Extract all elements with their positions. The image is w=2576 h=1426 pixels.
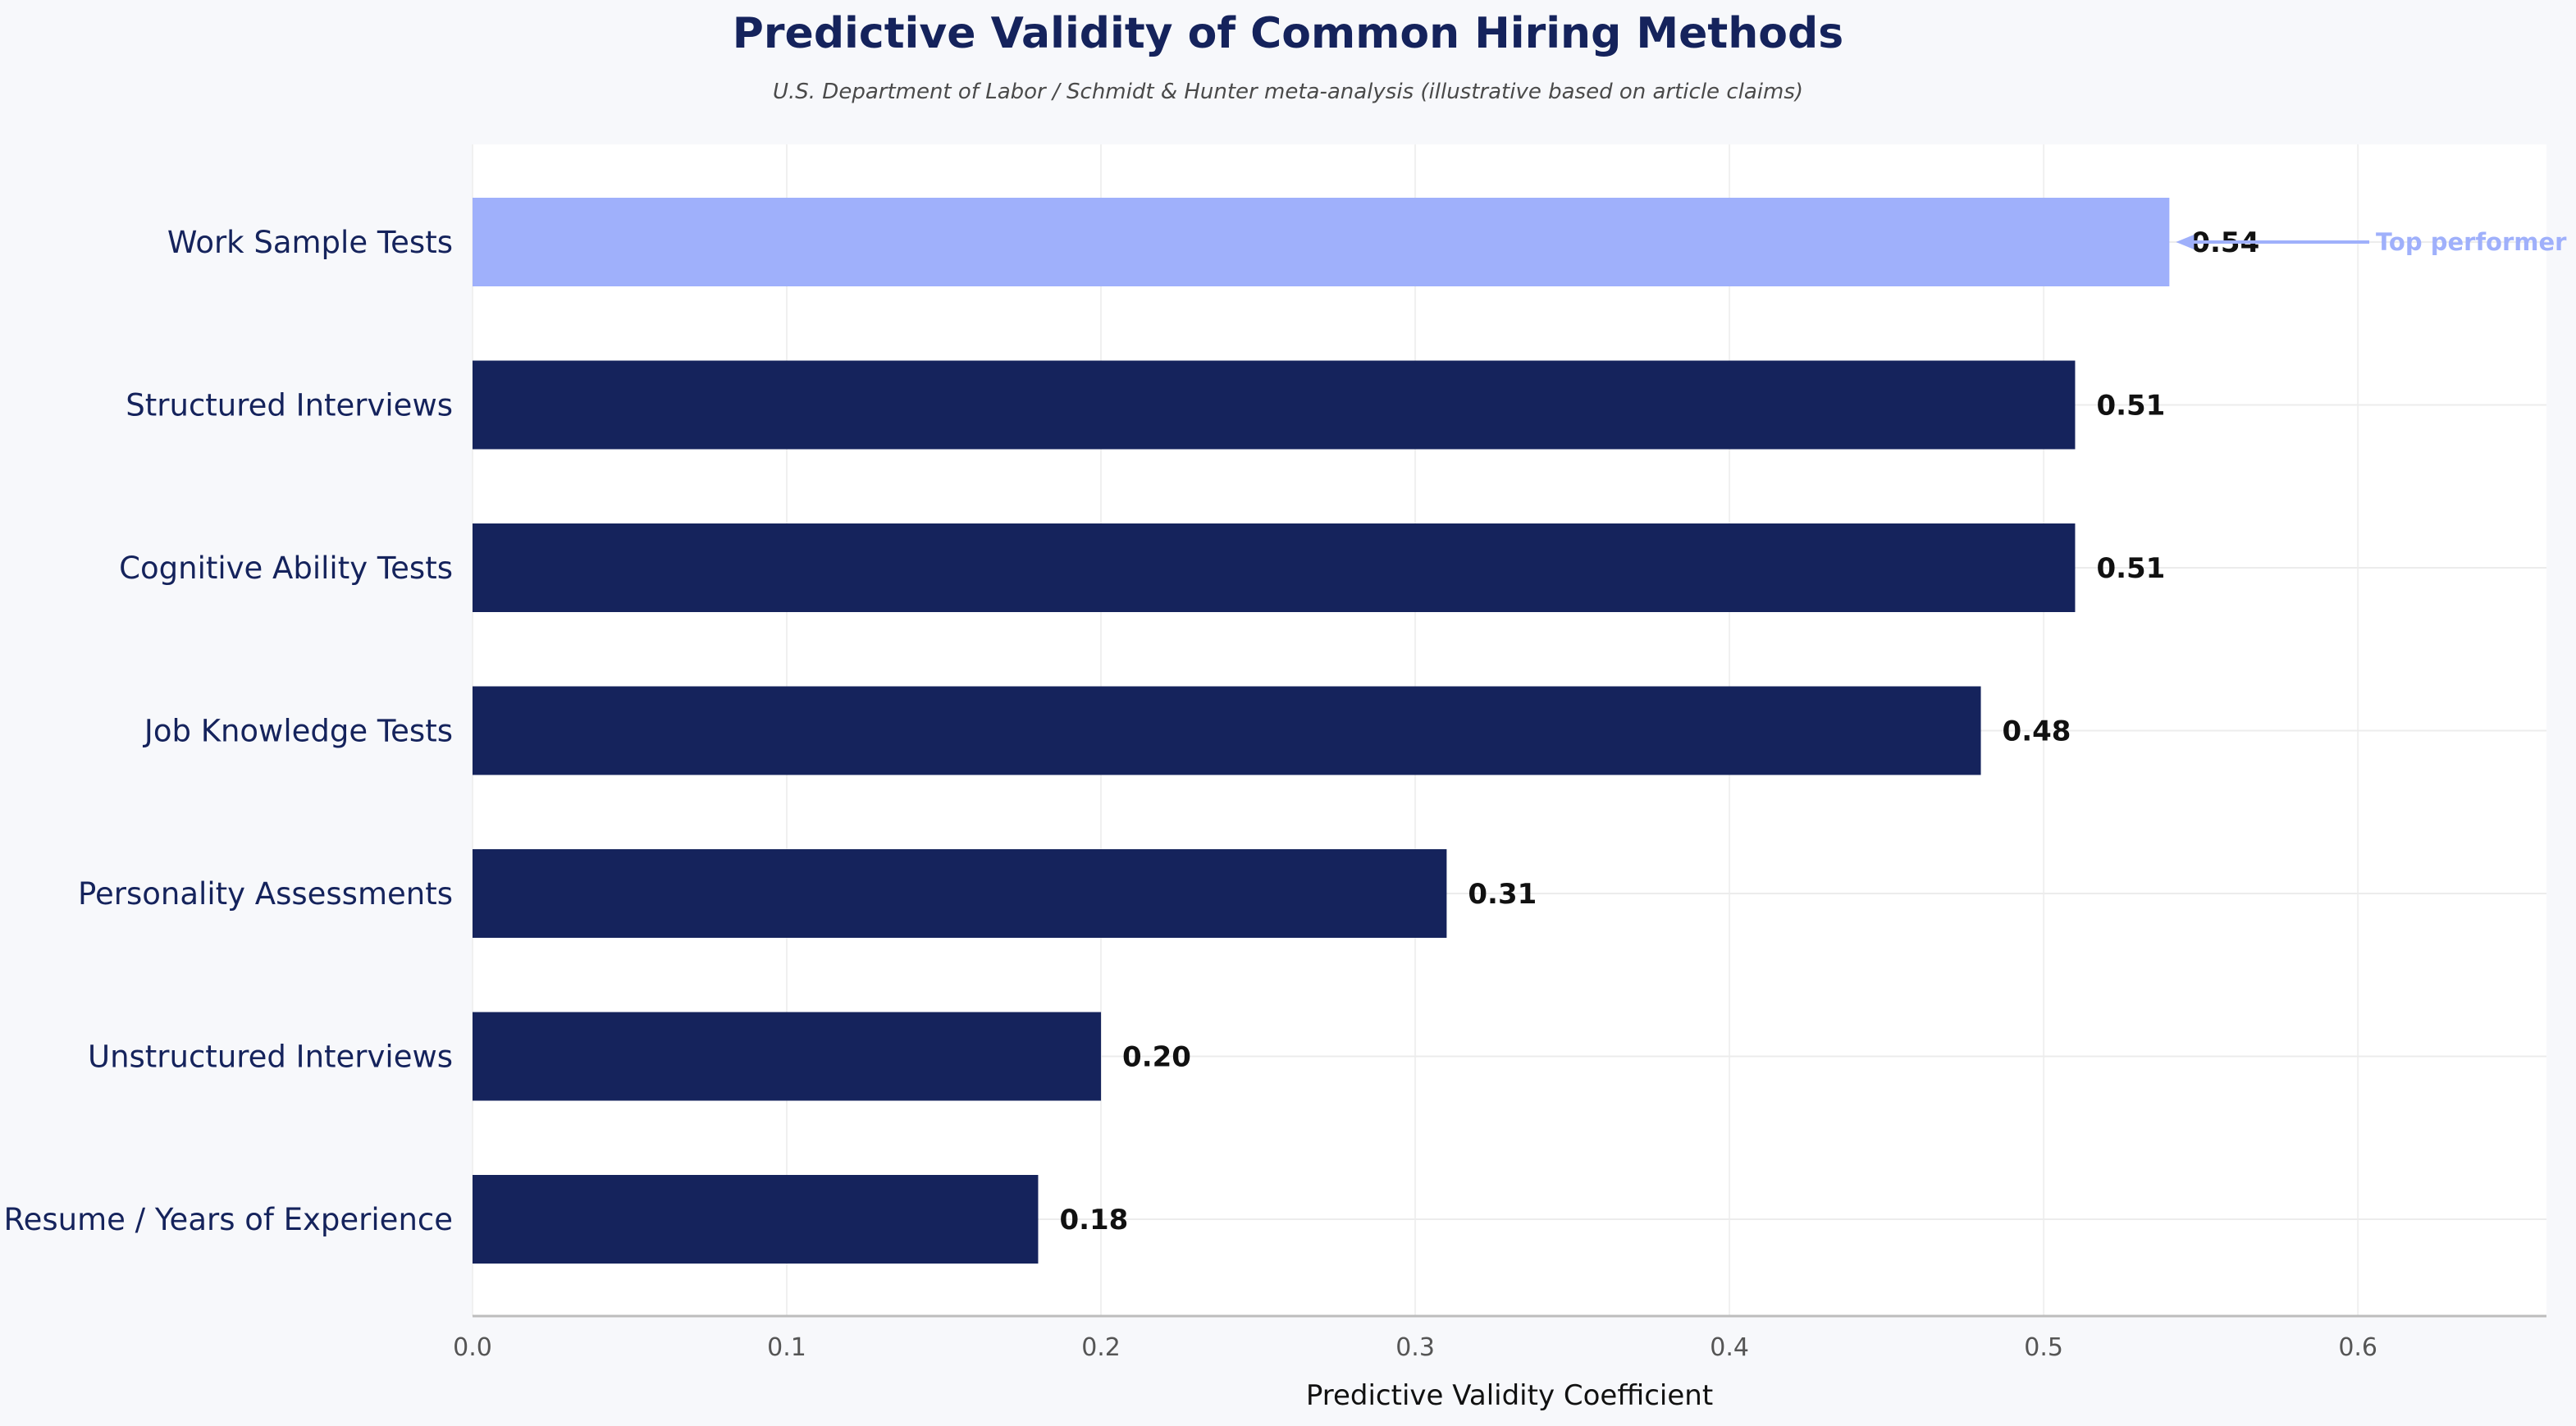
annotation-label: Top performer [2376,228,2567,256]
annotation: Top performer [2176,228,2567,256]
x-axis-ticks: 0.0 0.1 0.2 0.3 0.4 0.5 0.6 [453,1333,2377,1362]
value-label: 0.20 [1122,1041,1191,1074]
bar [473,198,2170,286]
x-tick-label: 0.6 [2338,1333,2377,1362]
bar [473,1012,1102,1101]
bar [473,686,1981,775]
category-label: Personality Assessments [78,876,453,912]
category-label: Job Knowledge Tests [143,714,453,749]
x-tick-label: 0.4 [1710,1333,1749,1362]
annotation-arrowhead [2176,235,2195,249]
x-axis-title: Predictive Validity Coefficient [1306,1379,1713,1412]
value-label: 0.51 [2096,552,2165,585]
x-tick-label: 0.2 [1081,1333,1121,1362]
value-label: 0.51 [2096,390,2165,423]
category-label: Cognitive Ability Tests [119,551,453,586]
value-labels: 0.540.510.510.480.310.200.18 [1059,226,2259,1236]
bars [473,198,2170,1264]
category-labels: Work Sample Tests Structured Interviews Co… [4,225,453,1237]
x-tick-label: 0.1 [767,1333,806,1362]
bar [473,849,1447,938]
chart-subtitle: U.S. Department of Labor / Schmidt & Hun… [773,80,1803,104]
category-label: Resume / Years of Experience [4,1202,453,1237]
bar [473,360,2076,450]
value-label: 0.31 [1468,878,1537,911]
x-tick-label: 0.0 [453,1333,492,1362]
category-label: Unstructured Interviews [88,1040,453,1075]
bar [473,523,2076,612]
category-label: Work Sample Tests [167,225,453,260]
x-tick-label: 0.3 [1395,1333,1435,1362]
category-label: Structured Interviews [126,388,453,423]
x-tick-label: 0.5 [2024,1333,2063,1362]
chart-title: Predictive Validity of Common Hiring Met… [733,9,1843,58]
value-label: 0.18 [1059,1204,1128,1236]
value-label: 0.48 [2003,715,2071,748]
bar [473,1175,1039,1264]
